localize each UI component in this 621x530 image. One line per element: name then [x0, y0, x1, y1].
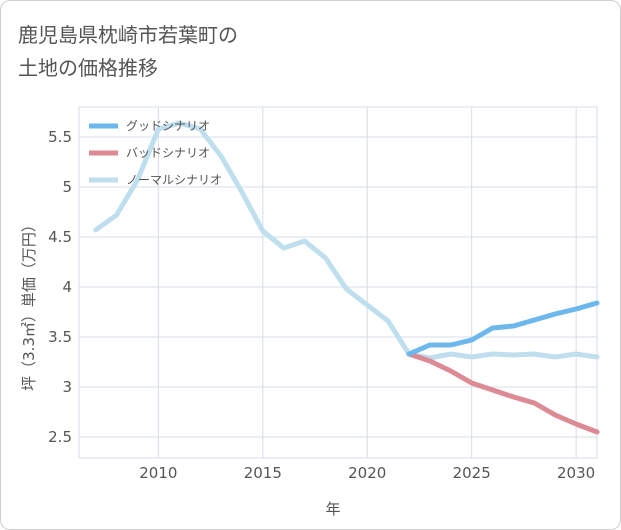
x-axis-ticks: 2010 2015 2020 2025 2030	[139, 464, 595, 482]
y-tick-label: 4	[62, 278, 72, 296]
x-tick-label: 2020	[348, 464, 386, 482]
y-tick-label: 3	[62, 378, 72, 396]
x-tick-label: 2015	[244, 464, 282, 482]
x-tick-label: 2030	[557, 464, 595, 482]
series-line-0	[406, 300, 600, 357]
chart-title-line-1: 鹿児島県枕崎市若葉町の	[18, 23, 238, 47]
gridlines	[79, 107, 597, 458]
x-tick-label: 2010	[139, 464, 177, 482]
chart-title-line-2: 土地の価格推移	[18, 56, 158, 80]
y-axis-ticks: 2.5 3 3.5 4 4.5 5 5.5	[48, 128, 72, 446]
y-tick-label: 5.5	[48, 128, 72, 146]
x-tick-label: 2025	[453, 464, 491, 482]
legend-label-2: ノーマルシナリオ	[126, 173, 222, 187]
x-axis-title: 年	[325, 500, 340, 518]
y-tick-label: 2.5	[48, 428, 72, 446]
y-tick-label: 5	[62, 178, 72, 196]
plot-area	[78, 106, 598, 459]
y-axis-title: 坪（3.3㎡）単価（万円）	[20, 217, 38, 391]
series-line-1	[406, 351, 600, 435]
legend-label-0: グッドシナリオ	[126, 119, 210, 133]
y-tick-label: 4.5	[48, 228, 72, 246]
chart-title: 鹿児島県枕崎市若葉町の 土地の価格推移	[18, 19, 438, 85]
legend-label-1: バッドシナリオ	[126, 146, 210, 160]
series-lines	[93, 120, 600, 435]
y-tick-label: 3.5	[48, 328, 72, 346]
series-line-2	[93, 120, 600, 361]
